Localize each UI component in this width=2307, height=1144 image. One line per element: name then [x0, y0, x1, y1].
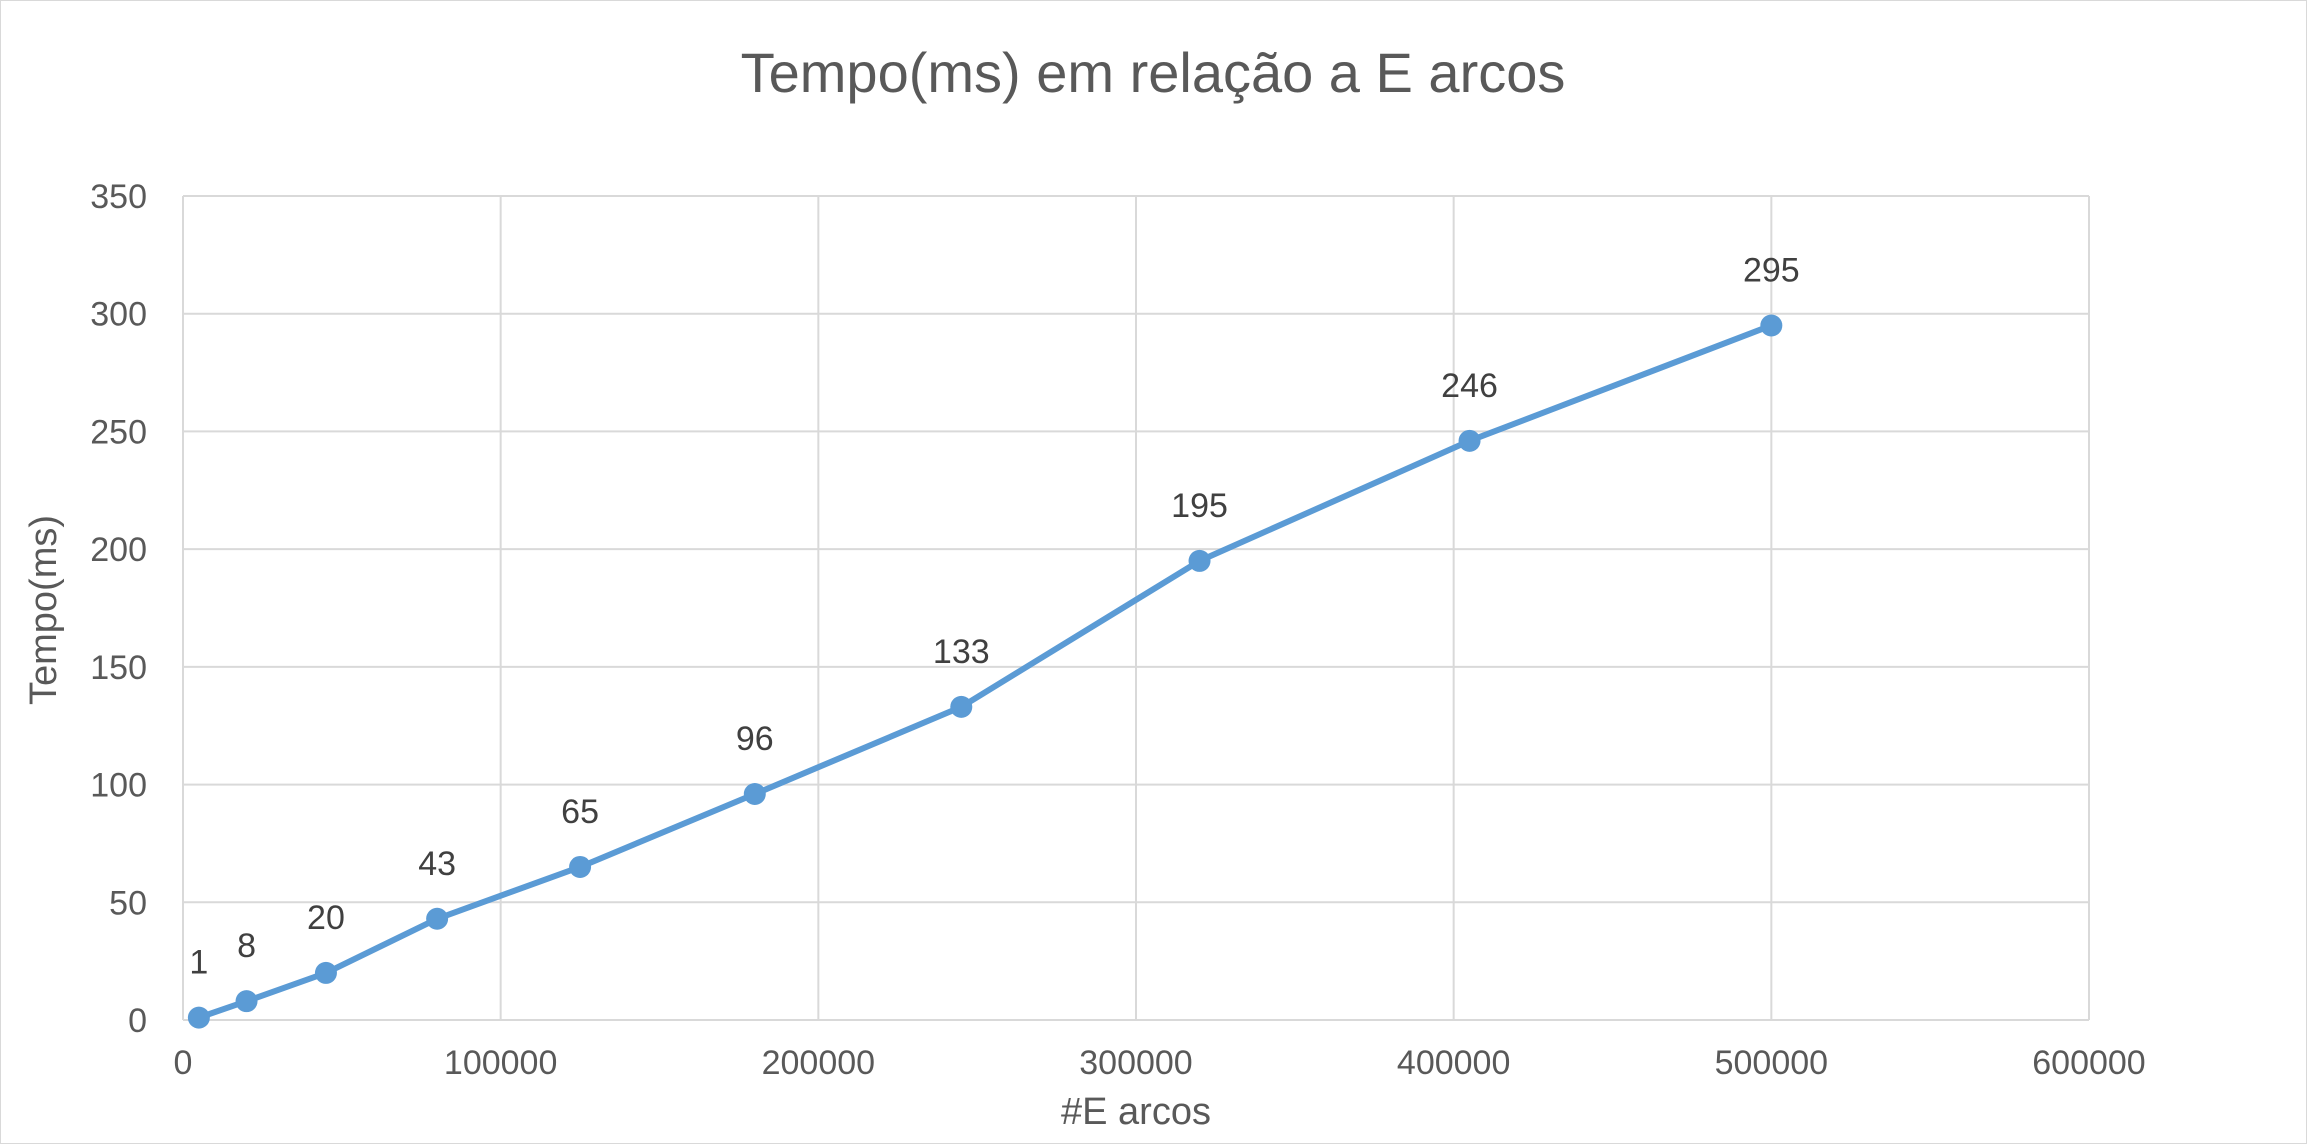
data-label: 195 [1171, 487, 1228, 525]
x-axis-title: #E arcos [1061, 1091, 1211, 1133]
y-tick-label: 150 [90, 649, 147, 687]
data-label: 295 [1743, 251, 1800, 289]
x-tick-label: 100000 [444, 1044, 557, 1082]
data-point [743, 782, 766, 805]
x-tick-label: 500000 [1715, 1044, 1828, 1082]
y-tick-label: 250 [90, 413, 147, 451]
data-label: 96 [736, 720, 774, 758]
x-tick-label: 400000 [1397, 1044, 1510, 1082]
y-tick-label: 300 [90, 296, 147, 334]
data-point [187, 1006, 210, 1029]
y-tick-labels: 0 50 100 150 200 250 300 350 [90, 178, 147, 1040]
data-point [1458, 429, 1481, 452]
data-label: 1 [189, 944, 208, 982]
data-labels: 1 8 20 43 65 96 133 195 246 295 [189, 251, 1799, 981]
series-line [195, 322, 1775, 1021]
y-tick-label: 200 [90, 531, 147, 569]
chart-title: Tempo(ms) em relação a E arcos [741, 41, 1566, 104]
y-tick-label: 100 [90, 767, 147, 805]
data-point [1188, 549, 1211, 572]
y-tick-label: 50 [109, 884, 147, 922]
data-label: 43 [418, 845, 456, 883]
x-tick-label: 600000 [2032, 1044, 2145, 1082]
y-tick-label: 350 [90, 178, 147, 216]
data-label: 8 [237, 927, 256, 965]
gridlines [182, 195, 2090, 1021]
data-label: 133 [933, 633, 990, 671]
data-label: 246 [1441, 367, 1498, 405]
data-point [426, 907, 449, 930]
x-tick-label: 200000 [762, 1044, 875, 1082]
data-label: 20 [307, 899, 345, 937]
x-tick-label: 300000 [1079, 1044, 1192, 1082]
x-tick-label: 0 [174, 1044, 193, 1082]
data-point [950, 695, 973, 718]
y-axis-title: Tempo(ms) [23, 515, 65, 705]
data-point [1760, 314, 1783, 337]
data-label: 65 [561, 793, 599, 831]
data-series [187, 314, 1783, 1029]
data-point [569, 855, 592, 878]
x-tick-labels: 0 100000 200000 300000 400000 500000 600000 [174, 1044, 2146, 1082]
data-point [314, 961, 337, 984]
y-tick-label: 0 [128, 1002, 147, 1040]
data-point [235, 990, 258, 1013]
